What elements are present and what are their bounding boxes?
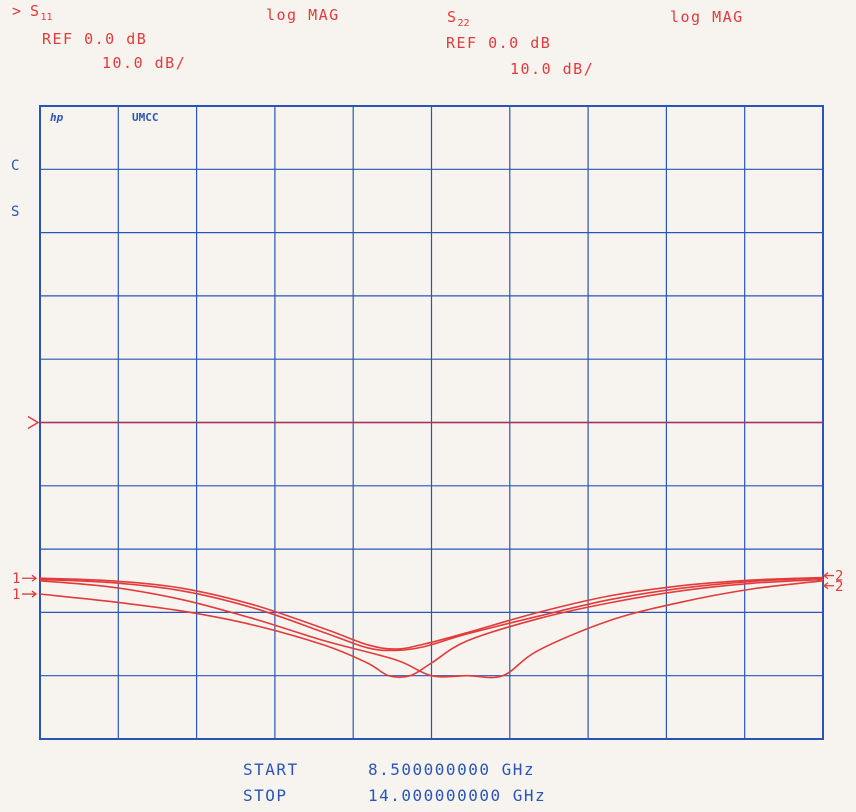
s11-param: S11: [30, 2, 53, 23]
trace-line-1: [39, 576, 824, 650]
start-label: START: [243, 760, 299, 779]
s22-ref: REF 0.0 dB: [446, 34, 552, 52]
side-mark-s: S: [11, 204, 20, 220]
grid-lines: [40, 106, 823, 739]
stop-label: STOP: [243, 786, 288, 805]
hp-logo-tag: hp: [50, 111, 64, 124]
s22-subscript: 22: [457, 18, 470, 29]
side-mark-c: C: [11, 158, 20, 174]
trace-line-4: [39, 580, 824, 679]
trace-line-2: [39, 577, 824, 652]
trace-start-arrow: [22, 574, 38, 582]
trace-group: 11 22: [12, 569, 843, 679]
s11-format: log MAG: [266, 6, 340, 24]
s22-format: log MAG: [670, 8, 744, 26]
s11-ref: REF 0.0 dB: [42, 30, 148, 48]
start-value: 8.500000000 GHz: [368, 760, 535, 779]
trace-start-label: 1: [12, 571, 20, 587]
stop-value: 14.000000000 GHz: [368, 786, 547, 805]
umcc-tag: UMCC: [132, 111, 159, 124]
reference-line-group: [27, 415, 823, 430]
s22-param: S22: [447, 8, 470, 29]
s11-subscript: 11: [40, 12, 53, 23]
s11-marker: >: [12, 2, 23, 20]
trace-start-label: 1: [12, 587, 20, 603]
trace-end-arrow: [822, 582, 834, 590]
s11-scale: 10.0 dB/: [102, 54, 187, 72]
trace-end-label: 2: [835, 579, 843, 595]
trace-end-arrow: [822, 572, 834, 580]
trace-start-arrow: [22, 590, 38, 598]
reference-marker: [27, 415, 40, 430]
trace-end-label: 2: [835, 569, 843, 585]
s22-scale: 10.0 dB/: [510, 60, 595, 78]
trace-line-3: [39, 578, 824, 679]
